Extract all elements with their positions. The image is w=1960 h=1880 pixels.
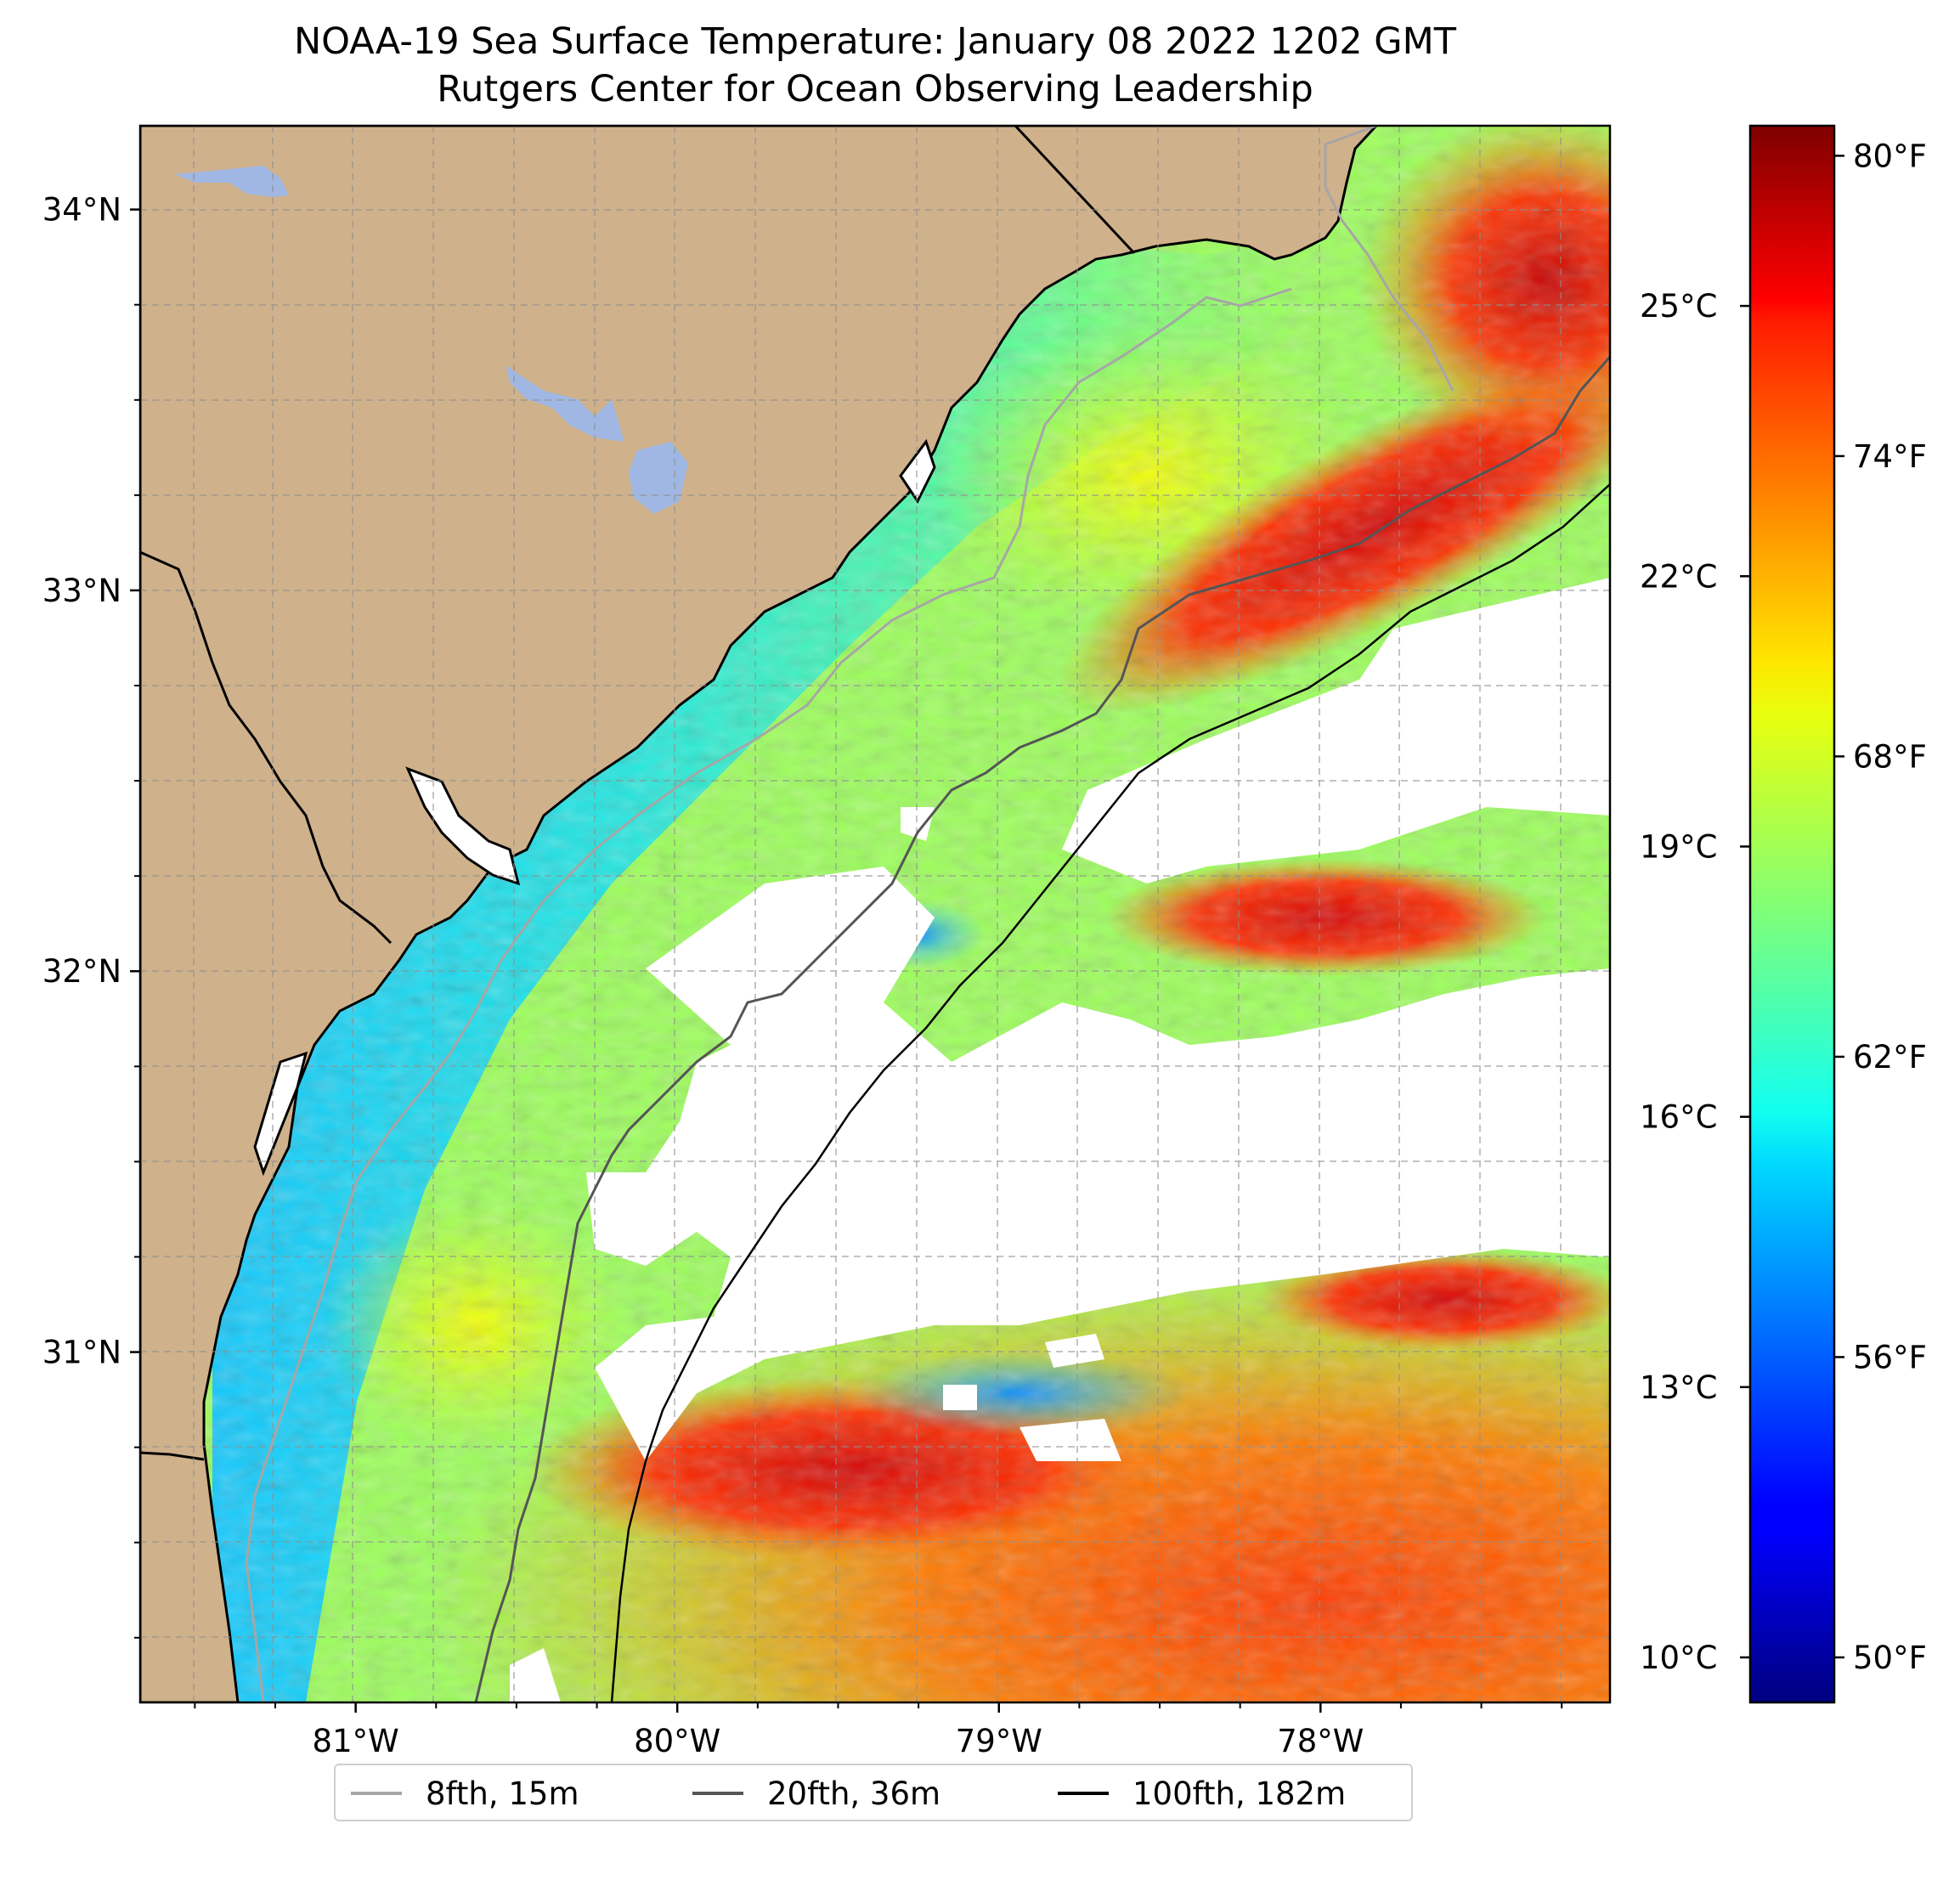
legend-line-15m: [351, 1792, 402, 1795]
celsius-tick-label: 16°C: [1640, 1099, 1717, 1136]
legend-item-36m: 20fth, 36m: [692, 1774, 940, 1813]
lat-tick-label: 32°N: [42, 953, 121, 990]
lon-tick-label: 80°W: [634, 1723, 720, 1759]
isobath-36m: [474, 356, 1610, 1702]
legend-line-182m: [1058, 1792, 1109, 1795]
state-border: [140, 1451, 205, 1461]
fahrenheit-tick-label: 56°F: [1853, 1339, 1927, 1375]
fahrenheit-tick-label: 74°F: [1853, 438, 1927, 475]
cloud-mask: [901, 807, 935, 841]
isobath-15m: [245, 126, 1454, 1702]
cloud-mask: [1020, 1419, 1121, 1461]
lon-tick-label: 79°W: [956, 1723, 1042, 1759]
legend-item-182m: 100fth, 182m: [1058, 1774, 1346, 1813]
map-subtitle: Rutgers Center for Ocean Observing Leade…: [437, 68, 1313, 110]
celsius-tick-label: 19°C: [1640, 828, 1717, 865]
legend: 8fth, 15m 20fth, 36m 100fth, 182m: [334, 1764, 1413, 1821]
fahrenheit-tick-label: 68°F: [1853, 738, 1927, 775]
legend-label-182m: 100fth, 182m: [1133, 1775, 1347, 1812]
colorbar-fahrenheit-axis: 50°F 56°F 62°F 68°F 74°F 80°F: [1834, 138, 1927, 1676]
estuary: [253, 1051, 308, 1177]
lake-marion: [506, 365, 624, 442]
legend-item-15m: 8fth, 15m: [351, 1774, 579, 1813]
legend-label-15m: 8fth, 15m: [426, 1775, 579, 1812]
colorbar: [1748, 124, 1836, 1704]
lat-tick-label: 34°N: [42, 192, 121, 229]
lake-north: [174, 166, 289, 197]
cloud-mask: [1062, 578, 1610, 884]
cloud-mask: [1045, 1334, 1104, 1368]
estuary: [899, 438, 936, 504]
celsius-tick-label: 13°C: [1640, 1369, 1717, 1406]
cloud-mask: [595, 867, 1610, 1461]
cloud-mask: [510, 1648, 561, 1702]
latitude-axis: 31°N 32°N 33°N 34°N: [42, 192, 140, 1639]
lon-tick-label: 78°W: [1277, 1723, 1364, 1759]
fahrenheit-tick-label: 50°F: [1853, 1640, 1927, 1676]
celsius-tick-label: 10°C: [1640, 1640, 1717, 1676]
lon-tick-label: 81°W: [313, 1723, 399, 1759]
legend-line-36m: [692, 1792, 743, 1795]
legend-label-36m: 20fth, 36m: [767, 1775, 941, 1812]
longitude-axis: 81°W 80°W 79°W 78°W: [194, 1702, 1563, 1759]
colorbar-celsius-axis: 10°C 13°C 16°C 19°C 22°C 25°C: [1640, 288, 1750, 1676]
cloud-mask: [943, 1385, 977, 1410]
celsius-tick-label: 22°C: [1640, 558, 1717, 595]
fahrenheit-tick-label: 80°F: [1853, 138, 1927, 174]
cloud-mask: [586, 1172, 697, 1266]
lat-tick-label: 33°N: [42, 573, 121, 609]
state-border: [1014, 126, 1136, 255]
map-area: [140, 126, 1610, 1702]
map-frame: [138, 124, 1612, 1704]
cloud-mask: [1393, 748, 1470, 799]
map-title: NOAA-19 Sea Surface Temperature: January…: [294, 20, 1456, 63]
lat-tick-label: 31°N: [42, 1335, 121, 1371]
land-mass: [140, 126, 1379, 1702]
gridlines: [140, 126, 1610, 1702]
celsius-tick-label: 25°C: [1640, 288, 1717, 325]
isobath-182m: [610, 483, 1610, 1702]
estuary: [405, 766, 521, 886]
fahrenheit-tick-label: 62°F: [1853, 1039, 1927, 1075]
state-border: [140, 550, 393, 945]
